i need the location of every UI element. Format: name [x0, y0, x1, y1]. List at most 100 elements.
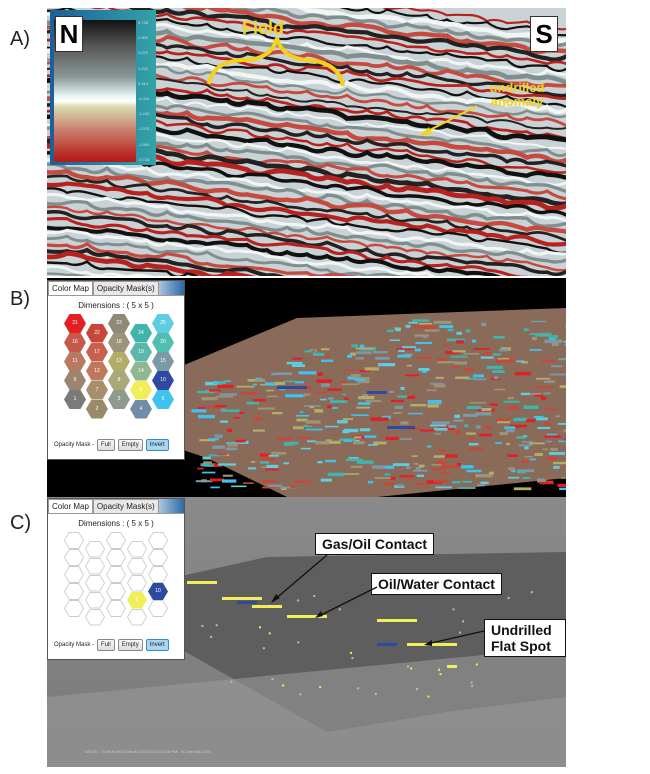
classified-sample [384, 482, 395, 486]
invert-button[interactable]: Invert [145, 439, 169, 451]
tab-opacity-masks[interactable]: Opacity Mask(s) [92, 499, 159, 513]
neuron-hex[interactable]: 1 [64, 390, 86, 409]
classified-sample [481, 322, 487, 327]
classified-sample [451, 481, 461, 484]
classified-sample [358, 395, 375, 400]
classified-sample [469, 401, 486, 404]
empty-button[interactable]: Empty [117, 639, 143, 651]
classified-sample [523, 405, 539, 409]
neuron-hex[interactable]: 8 [108, 371, 130, 390]
neuron-hex[interactable]: 25 [152, 314, 174, 333]
classified-sample [475, 474, 493, 478]
neuron-number: 1 [73, 396, 77, 402]
neuron-hex[interactable]: 4 [130, 399, 152, 419]
colorbar-tick: 2.900 [138, 35, 149, 41]
classified-sample [462, 480, 473, 483]
neuron-hex[interactable]: 3 [108, 390, 130, 409]
classified-sample [537, 478, 544, 481]
neuron-hex[interactable]: 20 [152, 333, 174, 352]
classified-sample [285, 394, 304, 398]
classified-sample [480, 481, 489, 485]
neuron-hex[interactable]: 2 [86, 399, 108, 419]
classified-sample [235, 439, 246, 443]
classified-sample [532, 336, 537, 341]
seismic-reflector [47, 216, 528, 276]
classified-sample [262, 486, 277, 489]
neuron-hex[interactable]: 17 [86, 342, 108, 362]
classified-sample [309, 406, 315, 409]
classified-sample [475, 412, 492, 416]
classified-sample [465, 377, 477, 380]
neuron-hex[interactable]: 21 [64, 314, 86, 333]
neuron-hex[interactable]: 7 [86, 380, 108, 400]
neuron-hex[interactable]: 18 [108, 333, 130, 352]
classified-sample [497, 419, 511, 424]
full-button[interactable]: Full [97, 639, 115, 651]
classified-sample [260, 453, 270, 457]
neuron-hex[interactable]: 10 [152, 371, 174, 390]
classified-sample [351, 344, 359, 348]
neuron-number: 17 [94, 348, 100, 355]
classified-sample [492, 353, 501, 356]
full-button[interactable]: Full [97, 439, 115, 451]
classified-sample [506, 442, 511, 446]
classified-sample [214, 405, 227, 408]
tab-color-map[interactable]: Color Map [48, 499, 93, 513]
status-bar-text: WC001 - SOM 8-5X5 Default-1/22/2015 3:13… [85, 749, 211, 754]
classified-sample [550, 447, 558, 451]
tab-color-map[interactable]: Color Map [48, 281, 93, 295]
classified-sample [439, 449, 446, 452]
neuron-hex[interactable]: 12 [86, 361, 108, 381]
empty-button[interactable]: Empty [117, 439, 143, 451]
neuron-hex[interactable]: 15 [152, 352, 174, 371]
classified-sample [564, 343, 566, 346]
classified-sample [471, 339, 477, 343]
classified-sample [524, 456, 534, 458]
classified-sample [416, 474, 424, 477]
neuron-hex-masked [86, 609, 104, 625]
classified-sample [330, 400, 348, 404]
classified-sample [213, 381, 219, 384]
neuron-hex[interactable]: 16 [64, 333, 86, 352]
classified-sample [236, 385, 255, 388]
classified-sample [210, 486, 220, 489]
classified-sample [497, 357, 510, 360]
classified-sample [495, 418, 510, 422]
scattered-sample [268, 632, 271, 635]
invert-button[interactable]: Invert [145, 639, 169, 651]
classified-sample [559, 487, 566, 491]
classified-sample [552, 461, 566, 465]
tab-opacity-masks[interactable]: Opacity Mask(s) [92, 281, 159, 295]
classified-sample [392, 418, 397, 421]
neuron-hex[interactable]: 19 [130, 342, 152, 362]
neuron-hex[interactable]: 10 [148, 583, 168, 600]
classified-sample [492, 370, 505, 374]
neuron-hex[interactable]: 13 [108, 352, 130, 371]
neuron-hex-masked [65, 567, 83, 582]
neuron-hex[interactable]: 5 [152, 390, 174, 409]
neuron-hex-masked [149, 550, 167, 565]
neuron-hex[interactable]: 9 [130, 380, 152, 400]
classified-sample [456, 331, 463, 335]
classified-sample [543, 392, 551, 395]
scattered-sample [297, 641, 300, 644]
neuron-hex[interactable]: 6 [64, 371, 86, 390]
classified-sample [304, 350, 313, 353]
neuron-hex[interactable]: 9 [127, 591, 147, 609]
neuron-hex-masked [149, 533, 167, 548]
neuron-hex[interactable]: 22 [86, 323, 108, 343]
scattered-sample [458, 631, 461, 634]
neuron-hex[interactable]: 11 [64, 352, 86, 371]
scattered-sample [427, 695, 430, 698]
classified-sample [252, 383, 258, 386]
classified-sample [252, 429, 265, 432]
classified-sample [271, 411, 283, 415]
neuron-hex[interactable]: 14 [130, 361, 152, 381]
classified-sample [358, 402, 371, 405]
classified-sample [426, 445, 432, 448]
neuron-hex[interactable]: 23 [108, 314, 130, 333]
classified-sample [305, 428, 323, 431]
neuron-hex[interactable]: 24 [130, 323, 152, 343]
classified-sample [486, 365, 503, 369]
classified-sample [396, 484, 404, 488]
